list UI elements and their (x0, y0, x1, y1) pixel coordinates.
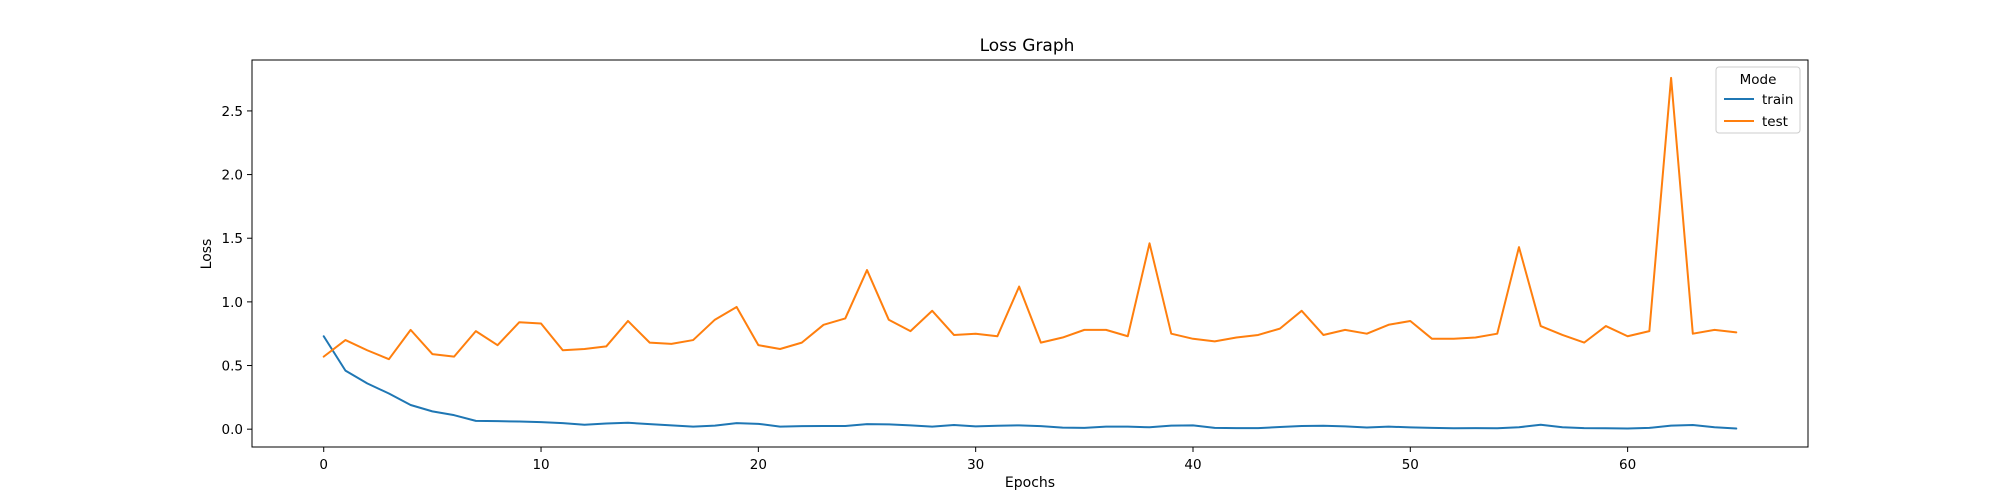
plot-frame (251, 59, 1809, 448)
y-tick-label: 2.0 (222, 168, 243, 184)
y-tick-label: 0.0 (222, 422, 243, 438)
x-tick-label: 30 (967, 457, 984, 473)
x-tick-label: 20 (750, 457, 767, 473)
legend-label-train: train (1762, 92, 1793, 108)
x-tick-label: 10 (532, 457, 549, 473)
x-tick-label: 40 (1184, 457, 1201, 473)
plot-layer (322, 76, 1738, 430)
x-tick-label: 50 (1402, 457, 1419, 473)
chart-title: Loss Graph (980, 36, 1075, 56)
y-axis-label: Loss (199, 239, 215, 270)
x-axis: 0 10 20 30 40 50 60 (319, 447, 1636, 473)
y-tick-label: 0.5 (222, 359, 243, 375)
series-line-test (322, 76, 1738, 361)
y-tick-label: 2.5 (222, 104, 243, 120)
legend-box (1715, 66, 1801, 134)
legend: Mode train test (1715, 66, 1801, 134)
x-tick-label: 0 (319, 457, 328, 473)
y-tick-label: 1.5 (222, 231, 243, 247)
x-tick-label: 60 (1619, 457, 1636, 473)
y-axis: 0.0 0.5 1.0 1.5 2.0 2.5 (222, 104, 252, 438)
y-tick-label: 1.0 (222, 295, 243, 311)
legend-label-test: test (1762, 114, 1788, 130)
series-line-train (322, 335, 1738, 430)
legend-title: Mode (1740, 72, 1777, 88)
x-axis-label: Epochs (1005, 475, 1055, 491)
